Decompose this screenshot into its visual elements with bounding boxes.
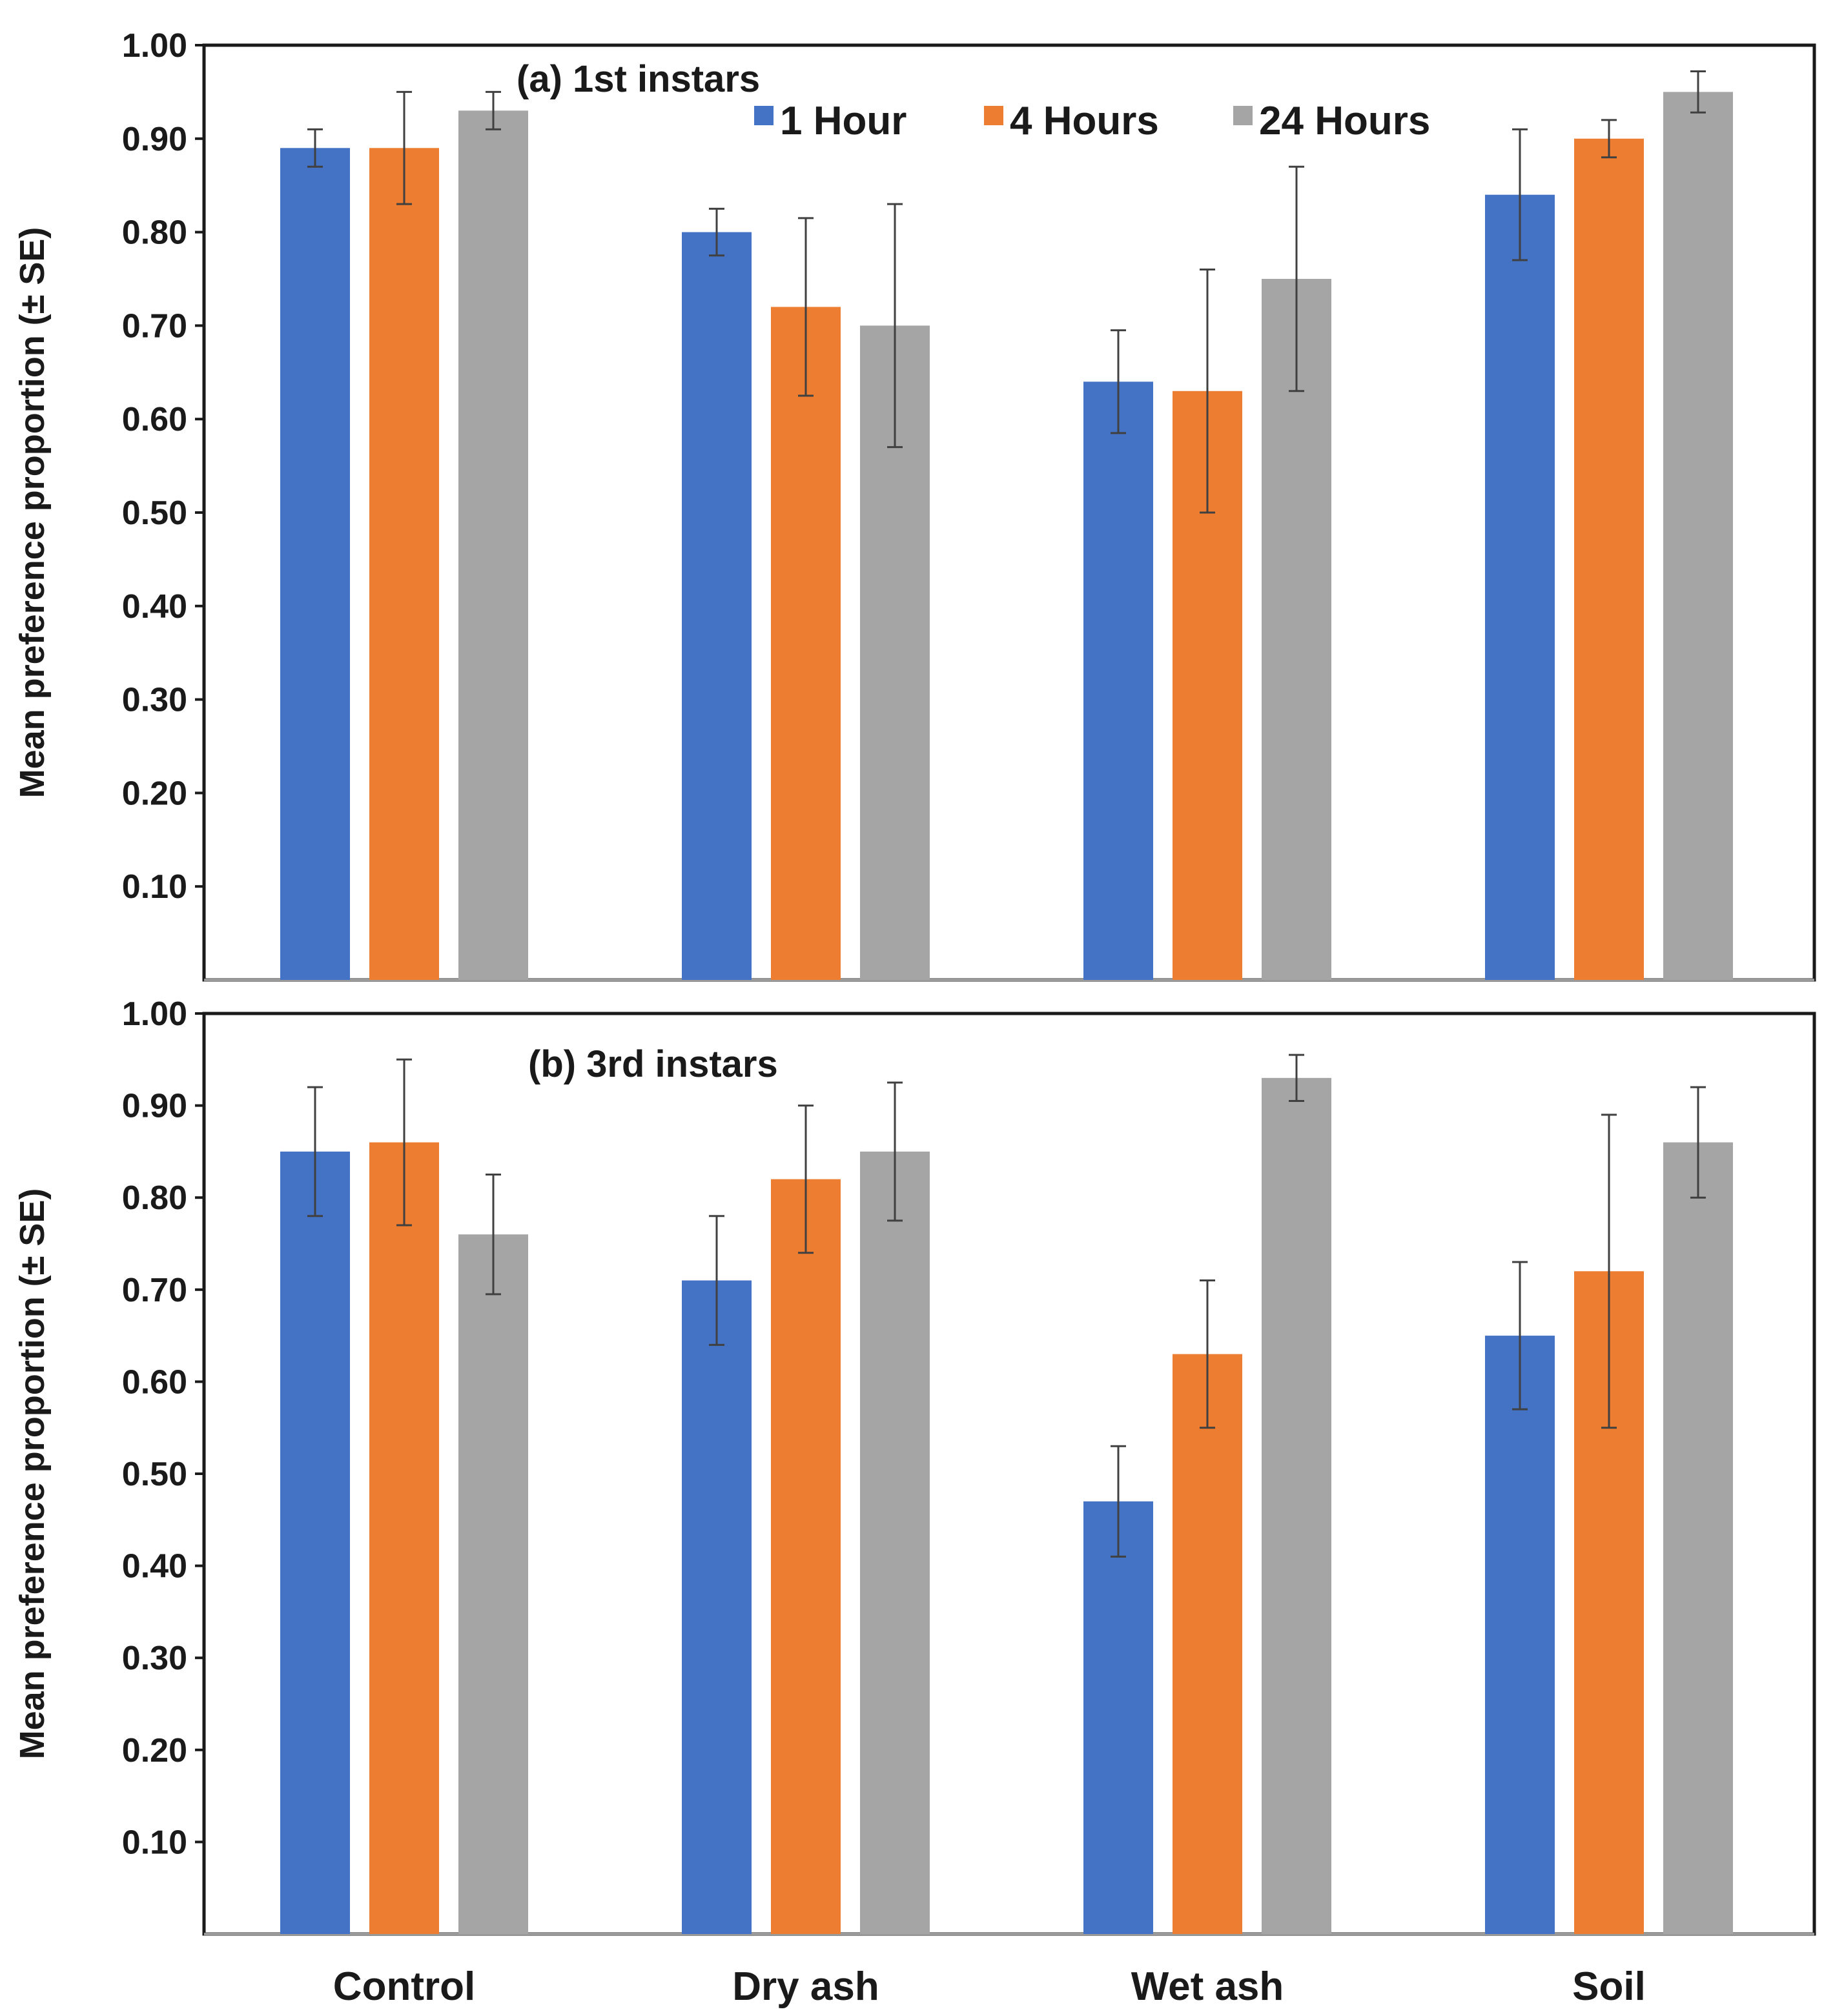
bar-control-24-hours <box>458 1234 528 1934</box>
error-bar <box>307 128 323 168</box>
y-tick-label: 0.90 <box>122 121 187 158</box>
y-tick-label: 0.20 <box>122 775 187 812</box>
bar-dry-ash-24-hours <box>860 1151 930 1934</box>
y-tick-label: 0.90 <box>122 1088 187 1125</box>
bar-control-24-hours <box>458 110 528 981</box>
y-tick-label: 0.60 <box>122 401 187 438</box>
bar-soil-24-hours <box>1663 1142 1733 1934</box>
legend-swatch <box>754 106 774 125</box>
bar-dry-ash-4-hours <box>771 1179 841 1934</box>
error-bar <box>887 1081 903 1222</box>
legend-label: 1 Hour <box>780 99 907 143</box>
error-bar <box>1200 269 1215 514</box>
y-tick-label: 0.80 <box>122 1179 187 1217</box>
y-tick-label: 0.80 <box>122 214 187 252</box>
error-bar <box>1512 128 1528 261</box>
category-label-wet-ash: Wet ash <box>1131 1964 1284 2009</box>
error-bar <box>1601 1114 1617 1429</box>
y-tick-label: 0.40 <box>122 588 187 626</box>
error-bar <box>1601 119 1617 159</box>
bar-control-1-hour <box>280 148 350 980</box>
bar-soil-1-hour <box>1485 194 1555 981</box>
error-bar <box>1690 1086 1706 1199</box>
legend-item-1-hour: 1 Hour <box>754 99 907 143</box>
legend: 1 Hour 4 Hours 24 Hours <box>754 99 1430 143</box>
bar-soil-24-hours <box>1663 92 1733 980</box>
legend-swatch <box>1233 106 1253 125</box>
plot-frame <box>202 1012 1816 1936</box>
error-bar <box>1289 1054 1304 1102</box>
error-bar <box>1690 70 1706 114</box>
error-bar <box>709 207 724 257</box>
bar-control-1-hour <box>280 1151 350 1934</box>
bar-wet-ash-24-hours <box>1262 279 1331 980</box>
bar-soil-4-hours <box>1574 138 1644 980</box>
bar-wet-ash-4-hours <box>1173 1354 1242 1934</box>
y-tick-label: 1.00 <box>122 27 187 65</box>
error-bar <box>486 90 501 130</box>
error-bar <box>798 1105 814 1254</box>
category-label-soil: Soil <box>1572 1964 1646 2009</box>
error-bar <box>709 1215 724 1346</box>
legend-label: 24 Hours <box>1259 99 1430 143</box>
panel-b-3rd-instars: 0.10 0.20 0.30 0.40 0.50 0.60 0.70 0.80 0.90 1.00… <box>13 995 1816 1936</box>
error-bar <box>798 217 814 397</box>
y-tick-label: 0.30 <box>122 682 187 719</box>
error-bar <box>1200 1279 1215 1429</box>
plot-frame <box>202 43 1816 982</box>
legend-label: 4 Hours <box>1010 99 1159 143</box>
y-tick-label: 0.50 <box>122 494 187 532</box>
category-axis-labels: Control Dry ash Wet ash Soil <box>333 1964 1646 2009</box>
bar-control-4-hours <box>369 1142 439 1934</box>
y-axis-title: Mean preference proportion (± SE) <box>13 1188 52 1760</box>
y-axis-title: Mean preference proportion (± SE) <box>13 227 52 799</box>
legend-swatch <box>984 106 1003 125</box>
y-tick-label: 0.40 <box>122 1548 187 1585</box>
error-bar <box>486 1174 501 1296</box>
bar-dry-ash-1-hour <box>682 1280 752 1934</box>
error-bar <box>1512 1261 1528 1410</box>
y-tick-label: 0.70 <box>122 307 187 345</box>
bar-wet-ash-24-hours <box>1262 1077 1331 1934</box>
error-bar <box>1289 165 1304 392</box>
bar-wet-ash-1-hour <box>1083 382 1153 980</box>
bar-dry-ash-1-hour <box>682 232 752 981</box>
error-bar <box>1111 1445 1126 1558</box>
y-tick-label: 1.00 <box>122 995 187 1033</box>
y-tick-label: 0.50 <box>122 1456 187 1493</box>
panel-a-1st-instars: 0.10 0.20 0.30 0.40 0.50 0.60 0.70 0.80 0.90 1.00… <box>13 27 1816 982</box>
error-bar <box>396 90 412 205</box>
panel-title: (a) 1st instars <box>517 58 760 100</box>
error-bar <box>887 203 903 449</box>
category-label-dry-ash: Dry ash <box>732 1964 879 2009</box>
legend-item-24-hours: 24 Hours <box>1233 99 1430 143</box>
y-tick-label: 0.10 <box>122 1824 187 1861</box>
y-tick-label: 0.70 <box>122 1272 187 1309</box>
bar-control-4-hours <box>369 148 439 980</box>
y-tick-label: 0.10 <box>122 868 187 906</box>
error-bar <box>396 1058 412 1227</box>
y-tick-label: 0.30 <box>122 1640 187 1677</box>
bar-dry-ash-4-hours <box>771 307 841 981</box>
error-bar <box>307 1086 323 1217</box>
bar-wet-ash-1-hour <box>1083 1501 1153 1934</box>
y-tick-label: 0.60 <box>122 1363 187 1401</box>
y-tick-label: 0.20 <box>122 1732 187 1769</box>
category-label-control: Control <box>333 1964 475 2009</box>
panel-title: (b) 3rd instars <box>528 1043 778 1085</box>
error-bar <box>1111 329 1126 434</box>
bar-soil-1-hour <box>1485 1336 1555 1934</box>
legend-item-4-hours: 4 Hours <box>984 99 1159 143</box>
